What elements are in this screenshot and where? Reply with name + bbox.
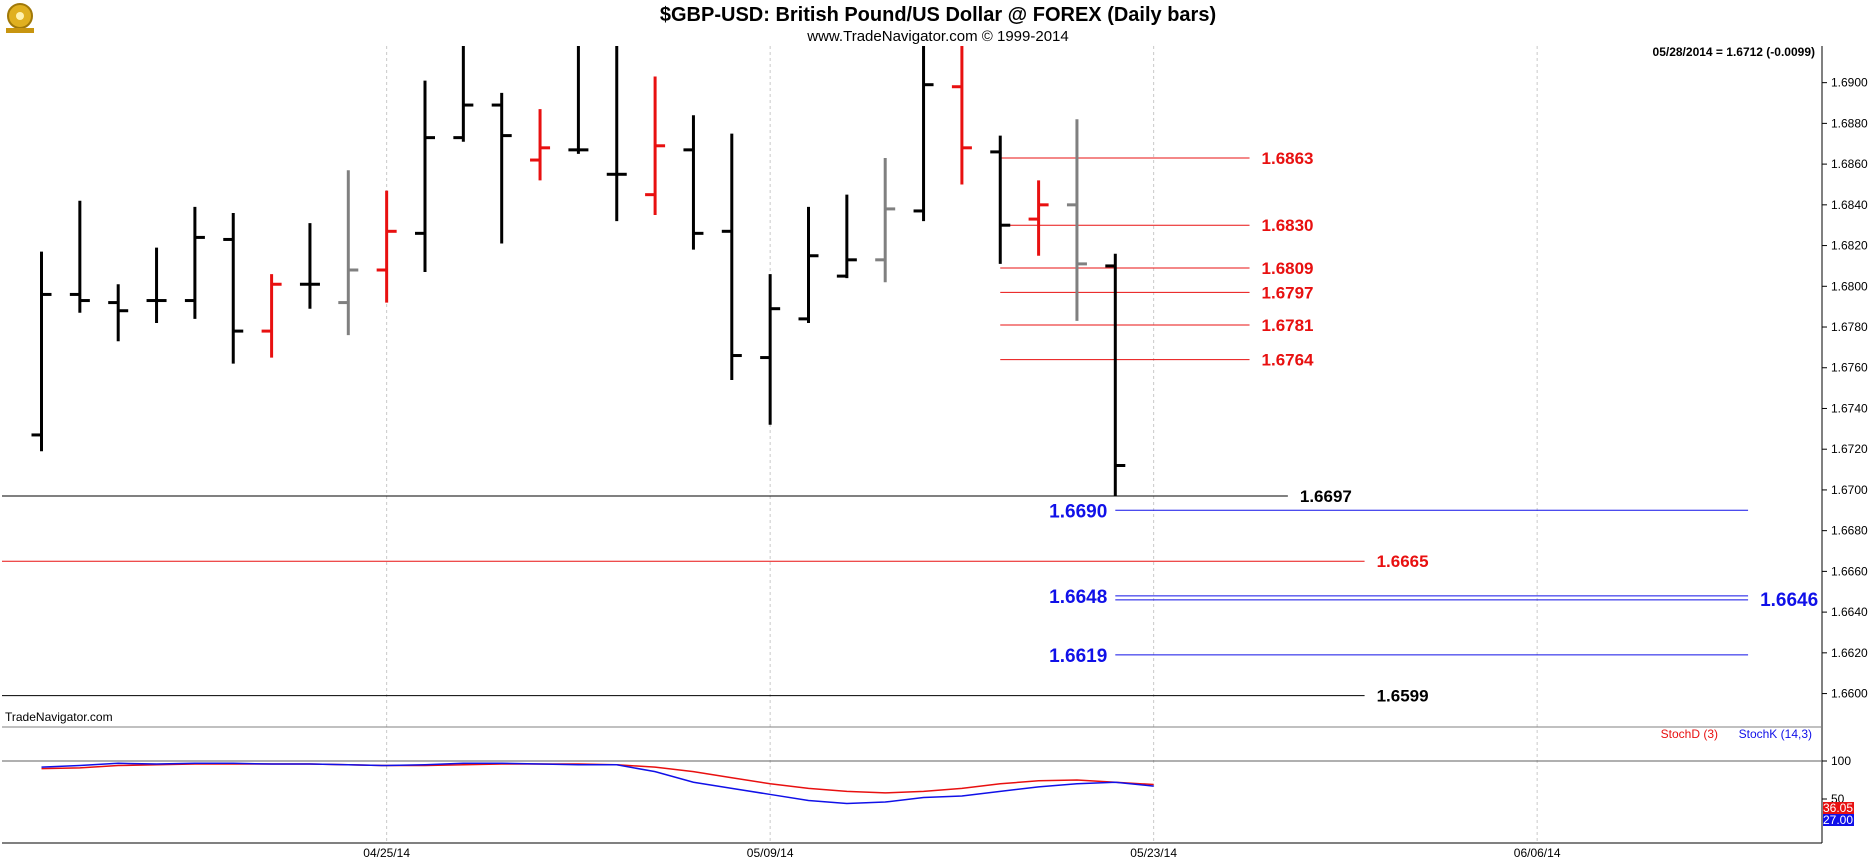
level-label: 1.6781 (1262, 316, 1314, 335)
y-tick-label: 1.6660 (1831, 564, 1868, 578)
legend-stochk: StochK (14,3) (1739, 727, 1812, 741)
stoch-series-line (41, 762, 1154, 805)
logo (6, 3, 34, 33)
ohlc-bar (875, 158, 896, 283)
ohlc-bar (453, 46, 474, 142)
legend-stochd: StochD (3) (1661, 727, 1718, 741)
ohlc-bar (415, 80, 435, 273)
y-tick-label: 1.6640 (1831, 605, 1868, 619)
last-value-badge (1823, 802, 1854, 814)
last-value-text: 36.05 (1823, 801, 1853, 815)
y-tick-label: 1.6780 (1831, 320, 1868, 334)
chart-title: $GBP-USD: British Pound/US Dollar @ FORE… (660, 4, 1216, 26)
last-value-badge (1823, 814, 1854, 826)
level-label: 1.6648 (1049, 587, 1107, 608)
ohlc-bar (568, 46, 589, 154)
ohlc-bar (951, 46, 972, 185)
level-label: 1.6764 (1262, 351, 1315, 370)
level-label: 1.6646 (1760, 590, 1818, 611)
y-tick-label: 1.6860 (1831, 157, 1868, 171)
watermark: TradeNavigator.com (5, 710, 113, 724)
y-tick-label: 1.6800 (1831, 279, 1868, 293)
plot-frame (2, 46, 1823, 844)
y-tick-label: 1.6760 (1831, 361, 1868, 375)
stoch-series-line (41, 763, 1154, 794)
y-tick-label: 1.6700 (1831, 483, 1868, 497)
y-tick-label: 1.6900 (1831, 76, 1868, 90)
y-tick-label: 1.6740 (1831, 401, 1868, 415)
level-label: 1.6797 (1262, 283, 1314, 302)
level-label: 1.6863 (1262, 149, 1314, 168)
ohlc-bar (836, 194, 857, 279)
price-bars (31, 46, 1126, 497)
ohlc-bar (338, 170, 359, 336)
ohlc-bar (1028, 180, 1049, 256)
y-tick-label: 1.6880 (1831, 116, 1868, 130)
stoch-y-tick-label: 100 (1831, 754, 1851, 768)
ohlc-bar (606, 46, 627, 222)
y-tick-label: 1.6680 (1831, 524, 1868, 538)
y-tick-label: 1.6600 (1831, 687, 1868, 701)
level-label: 1.6809 (1262, 259, 1314, 278)
ohlc-bar (491, 92, 512, 244)
ohlc-bar (913, 46, 934, 222)
x-tick-label: 05/23/14 (1130, 846, 1177, 860)
ohlc-bar (184, 206, 205, 319)
axes: 04/25/14 05/09/14 05/23/14 06/06/14 1.6900 1.… (363, 76, 1868, 860)
ohlc-bar (31, 251, 52, 452)
level-label: 1.6599 (1377, 687, 1429, 706)
ohlc-bar (530, 109, 551, 181)
y-tick-label: 1.6840 (1831, 198, 1868, 212)
level-label: 1.6690 (1049, 501, 1107, 522)
last-value-text: 27.00 (1823, 813, 1853, 827)
ohlc-bar (1066, 119, 1087, 321)
ohlc-bar (721, 133, 742, 380)
y-tick-label: 1.6820 (1831, 239, 1868, 253)
level-label: 1.6830 (1262, 216, 1314, 235)
level-label: 1.6665 (1377, 552, 1429, 571)
ohlc-bar (223, 212, 244, 364)
ohlc-bar (376, 190, 397, 303)
ohlc-bar (261, 274, 282, 358)
ohlc-bar (108, 284, 129, 342)
grid (386, 46, 1538, 843)
ohlc-bar (69, 200, 90, 313)
y-tick-label: 1.6720 (1831, 442, 1868, 456)
x-tick-label: 06/06/14 (1514, 846, 1561, 860)
y-tick-label: 1.6620 (1831, 646, 1868, 660)
price-levels: 1.6863 1.6830 1.6809 1.6797 1.6781 1.6764 1.66… (2, 149, 1818, 706)
ohlc-bar (798, 206, 819, 323)
level-label: 1.6697 (1300, 487, 1352, 506)
x-tick-label: 04/25/14 (363, 846, 410, 860)
stoch-legend: StochD (3) StochK (14,3) (1661, 727, 1812, 741)
ohlc-bar (990, 135, 1011, 264)
ohlc-bar (1105, 253, 1126, 497)
ohlc-bar (146, 247, 167, 323)
last-quote: 05/28/2014 = 1.6712 (-0.0099) (1653, 45, 1815, 59)
x-tick-label: 05/09/14 (747, 846, 794, 860)
ohlc-bar (760, 274, 781, 425)
ohlc-bar (299, 223, 320, 309)
ohlc-bar (683, 115, 704, 250)
level-label: 1.6619 (1049, 646, 1107, 667)
ohlc-bar (645, 76, 666, 216)
chart-subtitle: www.TradeNavigator.com © 1999-2014 (806, 28, 1068, 45)
